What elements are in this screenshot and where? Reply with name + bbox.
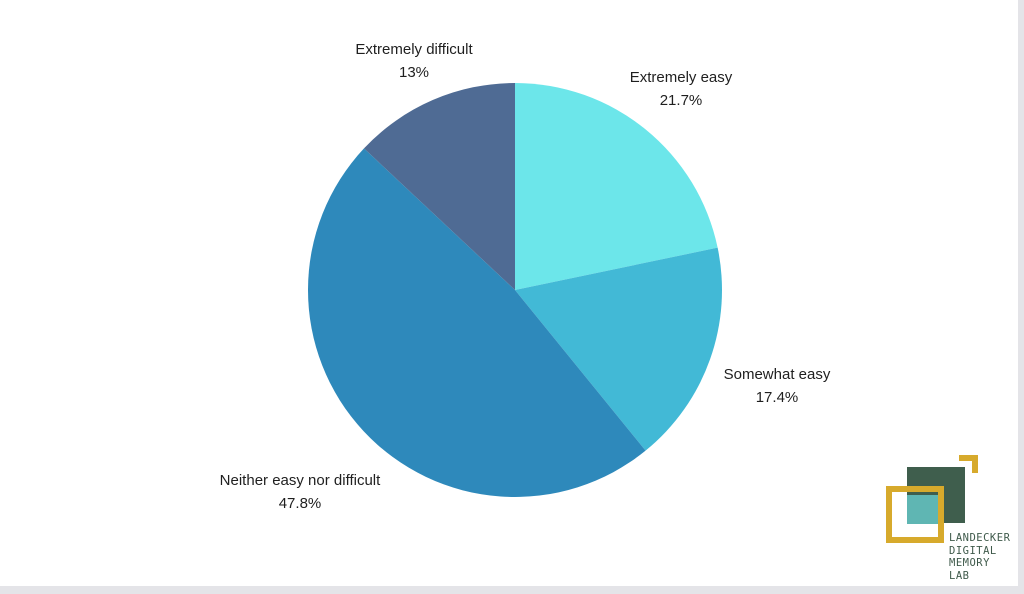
logo-gold-frame — [886, 486, 944, 543]
slice-label-extremely-easy: Extremely easy — [630, 69, 733, 86]
logo-wordmark: LANDECKER DIGITAL MEMORY LAB — [949, 532, 1010, 582]
logo-gold-corner — [959, 455, 978, 473]
slice-value-somewhat-easy: 17.4% — [756, 389, 799, 406]
pie-slice-extremely-difficult — [363, 83, 515, 290]
slice-value-neither-easy-nor-difficult: 47.8% — [279, 495, 322, 512]
slice-value-extremely-easy: 21.7% — [660, 92, 703, 109]
pie-slice-somewhat-easy — [515, 247, 722, 451]
logo-line-1: LANDECKER — [949, 532, 1011, 544]
logo-line-3: MEMORY — [949, 557, 990, 569]
pie-slice-neither-easy-nor-difficult — [307, 148, 646, 498]
logo-line-2: DIGITAL — [949, 544, 997, 557]
logo-teal-square — [907, 495, 940, 524]
slice-value-extremely-difficult: 13% — [399, 64, 429, 81]
pie-slice-extremely-easy — [515, 83, 718, 290]
logo-line-4: LAB — [949, 569, 970, 582]
slice-label-neither-easy-nor-difficult: Neither easy nor difficult — [220, 472, 381, 489]
slice-label-somewhat-easy: Somewhat easy — [724, 366, 831, 383]
lab-logo-icon — [886, 455, 978, 543]
slice-label-extremely-difficult: Extremely difficult — [355, 41, 473, 58]
